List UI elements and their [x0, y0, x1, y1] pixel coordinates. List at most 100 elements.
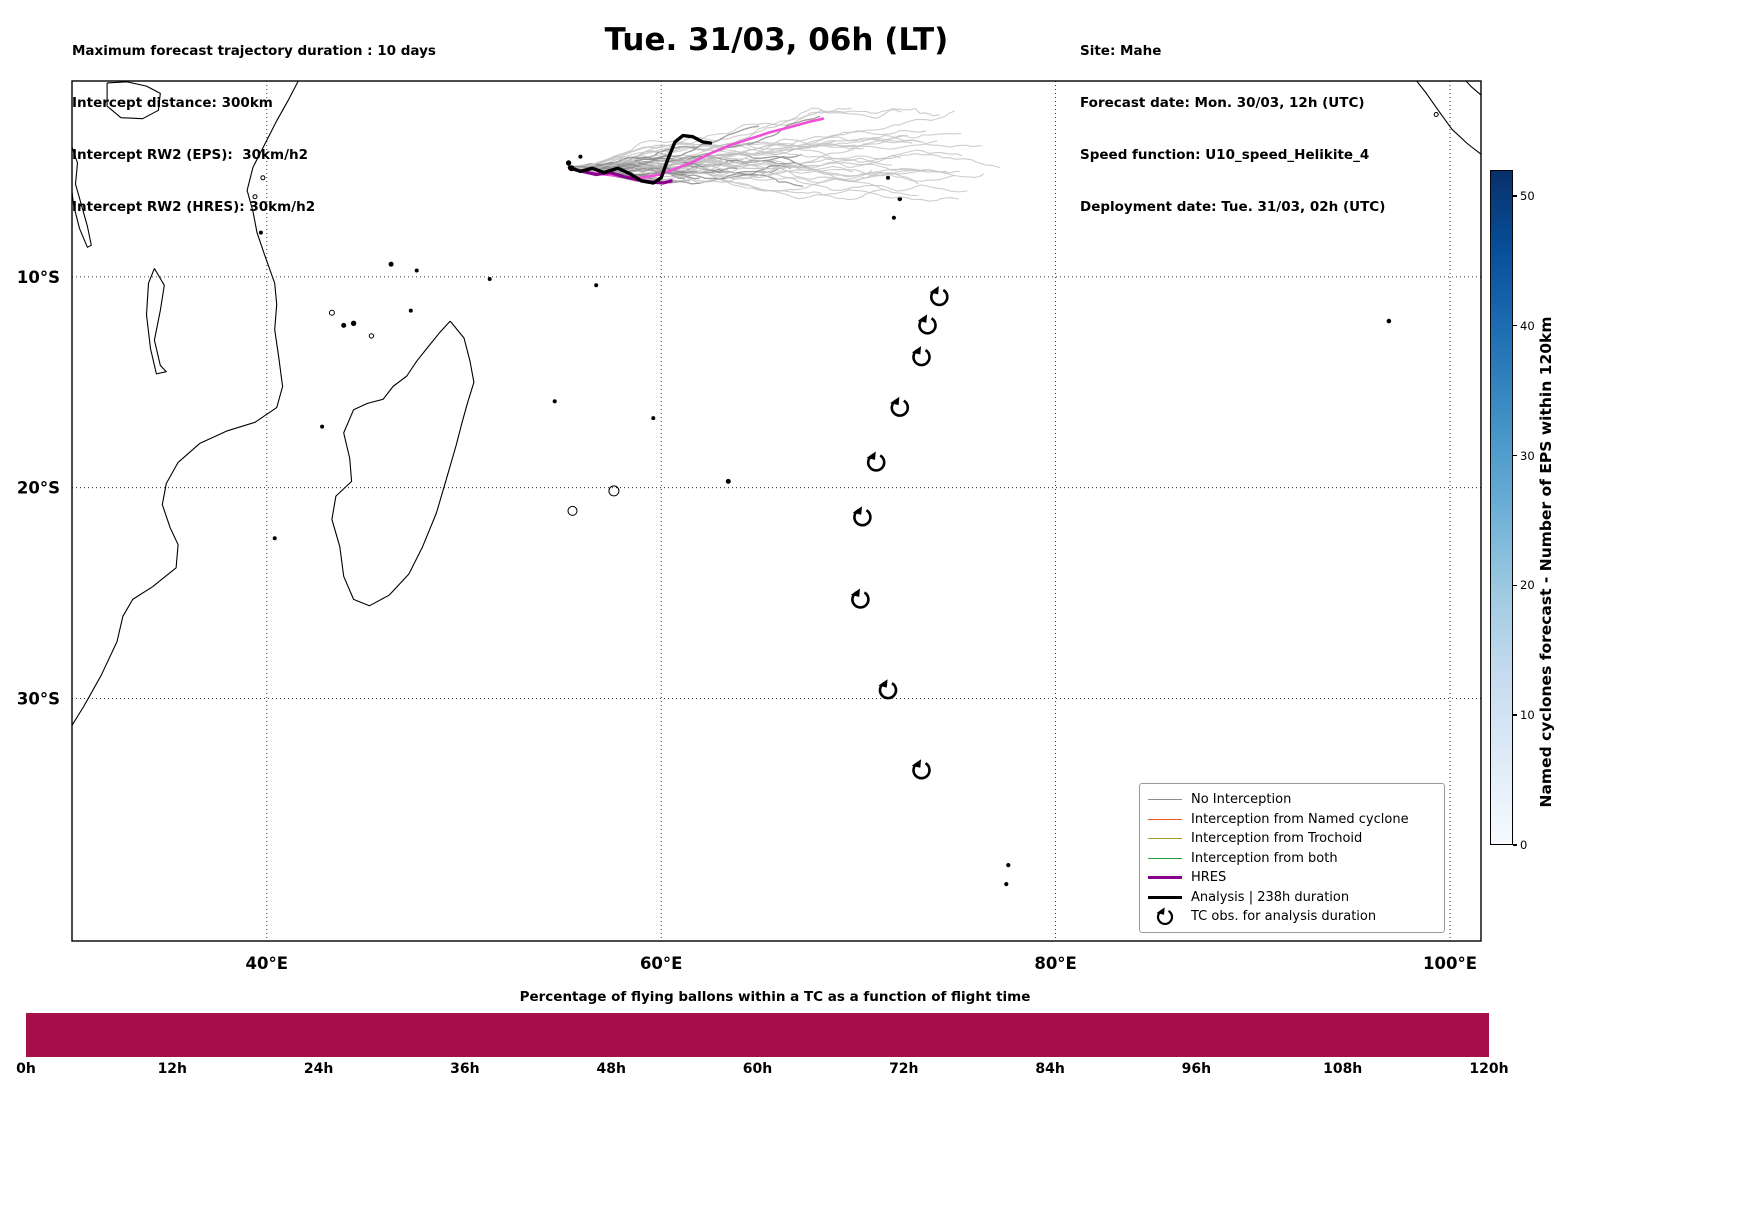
tc-icon-arrowhead	[917, 314, 928, 323]
legend-item: TC obs. for analysis duration	[1148, 906, 1434, 927]
info-site: Site: Mahe	[1080, 42, 1162, 59]
eps-ensemble-trajectories	[569, 107, 1001, 202]
tc-observation-icon	[878, 679, 898, 700]
eps-member-trajectory	[570, 140, 938, 170]
x-tick-label: 12h	[157, 1061, 188, 1077]
info-max-duration: Maximum forecast trajectory duration : 1…	[72, 42, 436, 59]
tc-icon-circle	[1156, 909, 1174, 925]
info-deployment-date: Deployment date: Tue. 31/03, 02h (UTC)	[1080, 199, 1386, 216]
island	[260, 175, 266, 181]
eps-member-trajectory	[573, 107, 940, 169]
tc-observation-icon	[911, 346, 931, 367]
island	[1386, 318, 1392, 324]
tc-icon-arrowhead	[911, 346, 922, 355]
legend-line-swatch	[1148, 857, 1182, 859]
tc-icon-arrowhead	[890, 396, 900, 406]
colorbar-tick-label: 0	[1520, 838, 1528, 852]
coastline	[72, 145, 92, 248]
tc-icon-circle	[912, 762, 931, 780]
legend-line	[1148, 818, 1182, 820]
colorbar-tick-mark	[1513, 454, 1517, 457]
eps-member-trajectory	[572, 166, 959, 202]
y-tick-label: 10°S	[17, 268, 60, 287]
legend-line-swatch	[1148, 876, 1182, 879]
info-intercept-rw2-eps: Intercept RW2 (EPS): 30km/h2	[72, 147, 308, 164]
tc-icon-circle	[878, 682, 898, 700]
island	[408, 308, 413, 313]
legend-item-label: Analysis | 238h duration	[1191, 889, 1350, 905]
island	[608, 485, 620, 497]
legend-line	[1148, 895, 1182, 899]
island	[567, 505, 578, 516]
eps-member-trajectory	[570, 140, 836, 168]
tc-symbol-icon	[1156, 906, 1174, 925]
map-plot-area	[72, 81, 1481, 941]
y-tick-label: 30°S	[17, 690, 60, 709]
island	[552, 399, 557, 404]
island	[368, 333, 375, 339]
island	[320, 424, 325, 429]
tc-observation-icon	[1156, 906, 1174, 925]
tc-icon-arrowhead	[878, 679, 888, 688]
colorbar-gradient	[1490, 170, 1513, 845]
tc-observation-icon	[866, 451, 886, 472]
x-tick-label: 80°E	[1034, 954, 1076, 973]
island	[252, 194, 258, 200]
tc-observation-icon	[917, 314, 937, 335]
info-intercept-rw2-hres: Intercept RW2 (HRES): 30km/h2	[72, 199, 316, 216]
island	[258, 230, 263, 235]
x-tick-label: 120h	[1469, 1061, 1509, 1077]
legend-line-swatch	[1148, 895, 1182, 899]
legend-symbol-swatch	[1148, 906, 1182, 927]
coastline	[1416, 81, 1481, 155]
x-tick-label: 40°E	[246, 954, 288, 973]
x-tick-label: 60°E	[640, 954, 682, 973]
header-right-info: Site: Mahe Forecast date: Mon. 30/03, 12…	[1080, 8, 1385, 252]
island	[594, 283, 599, 288]
island	[886, 175, 890, 180]
legend-item-label: HRES	[1191, 870, 1227, 885]
tc-observation-icon	[850, 588, 870, 609]
island	[341, 322, 347, 328]
figure-title: Tue. 31/03, 06h (LT)	[604, 22, 949, 58]
trajectory-analysis	[567, 133, 713, 185]
tc-observation-icon	[852, 506, 872, 527]
legend-item-label: Interception from both	[1191, 850, 1338, 866]
colorbar-tick-label: 50	[1520, 188, 1535, 203]
island	[1004, 882, 1009, 887]
eps-member-trajectory	[571, 149, 963, 173]
tc-observation-icon	[890, 396, 910, 417]
coastline	[145, 268, 167, 375]
legend-line	[1148, 857, 1182, 859]
eps-member-trajectory	[571, 165, 960, 184]
tc-icon-circle	[930, 288, 949, 307]
trajectory-eps-highlight	[571, 117, 825, 180]
colorbar-tick-label: 40	[1520, 318, 1535, 333]
island	[1433, 112, 1439, 117]
legend-line-swatch	[1148, 799, 1182, 800]
island	[388, 261, 394, 267]
eps-member-trajectory	[572, 110, 956, 170]
tc-icon-circle	[851, 591, 870, 609]
colorbar-tick-mark	[1513, 844, 1517, 846]
coastline	[72, 81, 299, 727]
tc-icon-arrowhead	[850, 588, 860, 597]
tc-observation-icon	[929, 286, 949, 307]
coastline	[106, 81, 161, 120]
tc-icon-arrowhead	[866, 451, 876, 460]
colorbar-tick-mark	[1513, 325, 1517, 327]
island	[328, 309, 335, 316]
eps-member-trajectory	[569, 161, 947, 184]
trajectory-hres	[567, 166, 673, 185]
info-forecast-date: Forecast date: Mon. 30/03, 12h (UTC)	[1080, 95, 1365, 112]
legend-item-label: TC obs. for analysis duration	[1191, 909, 1377, 924]
eps-member-trajectory	[572, 160, 954, 182]
tc-icon-circle	[918, 317, 937, 335]
colorbar-tick-label: 20	[1520, 578, 1535, 593]
map-frame	[71, 80, 1482, 942]
x-tick-label: 48h	[596, 1061, 626, 1077]
x-tick-label: 24h	[303, 1061, 334, 1077]
x-tick-label: 96h	[1181, 1061, 1212, 1077]
